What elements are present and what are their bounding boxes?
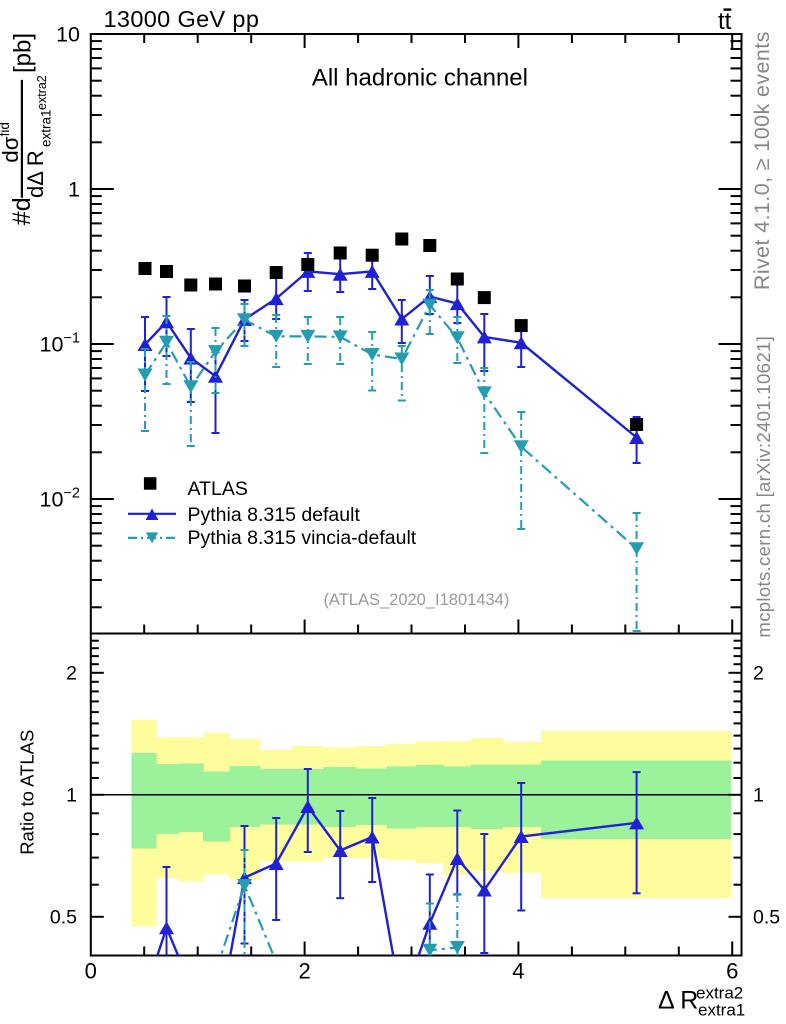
svg-text:2: 2 [298,959,310,984]
svg-text:tt: tt [718,8,732,35]
svg-text:Rivet 4.1.0, ≥ 100k events: Rivet 4.1.0, ≥ 100k events [750,31,774,290]
svg-text:10: 10 [56,22,80,46]
svg-text:0.5: 0.5 [753,906,780,928]
svg-text:2: 2 [753,662,764,684]
svg-text:1: 1 [68,177,80,201]
svg-text:extra2: extra2 [35,75,49,110]
svg-text:13000 GeV pp: 13000 GeV pp [104,6,260,32]
svg-text:6: 6 [726,959,738,984]
svg-text:1: 1 [753,784,764,806]
svg-text:Pythia 8.315 vincia-default: Pythia 8.315 vincia-default [188,527,417,549]
svg-text:2: 2 [66,662,77,684]
svg-text:Ratio to ATLAS: Ratio to ATLAS [17,730,38,855]
svg-text:4: 4 [512,959,524,984]
svg-text:dΔ R: dΔ R [23,150,48,198]
svg-text:ATLAS: ATLAS [188,478,248,500]
svg-text:extra2: extra2 [696,984,743,1003]
svg-text:#d: #d [8,197,36,225]
svg-text:(ATLAS_2020_I1801434): (ATLAS_2020_I1801434) [323,591,509,609]
svg-text:1: 1 [66,784,77,806]
svg-text:Δ R: Δ R [658,987,698,1015]
svg-text:0: 0 [85,959,97,984]
svg-text:extra1: extra1 [698,1001,745,1020]
svg-text:extra1: extra1 [39,109,54,147]
svg-text:[pb]: [pb] [10,33,37,73]
svg-text:All hadronic channel: All hadronic channel [312,65,528,92]
svg-text:Pythia 8.315 default: Pythia 8.315 default [188,504,361,526]
svg-text:0.5: 0.5 [50,906,77,928]
svg-text:mcplots.cern.ch [arXiv:2401.10: mcplots.cern.ch [arXiv:2401.10621] [753,336,774,638]
